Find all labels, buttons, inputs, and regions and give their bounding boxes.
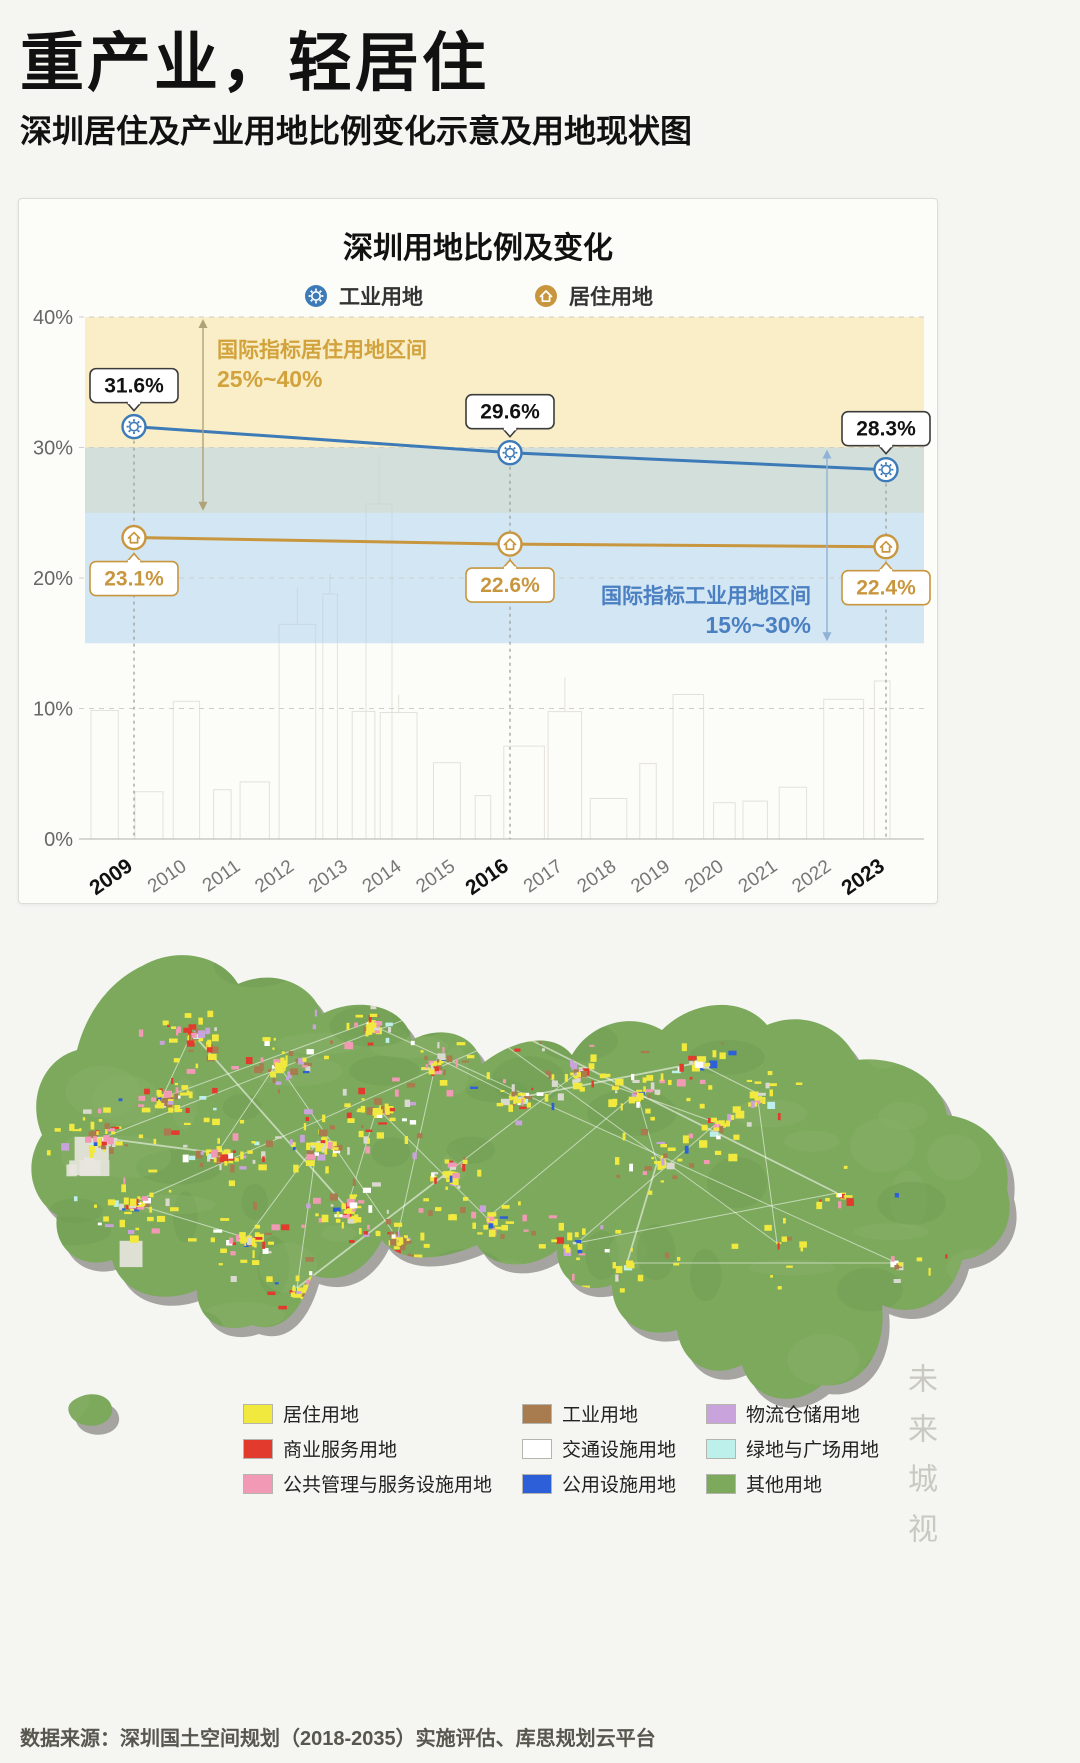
- x-tick-label: 2013: [305, 856, 352, 897]
- legend-swatch: [243, 1473, 273, 1494]
- data-label: 22.4%: [841, 561, 931, 606]
- legend-label: 物流仓储用地: [746, 1405, 861, 1426]
- data-point: [121, 413, 147, 440]
- y-tick-label: 10%: [33, 699, 73, 721]
- x-tick-label: 2020: [681, 856, 728, 897]
- map-legend-item: 公用设施用地: [522, 1470, 676, 1497]
- x-tick-label: 2014: [359, 856, 406, 898]
- data-point: [873, 533, 899, 560]
- x-tick-label: 2021: [735, 856, 782, 897]
- legend-swatch: [706, 1403, 737, 1424]
- map-legend-item: 工业用地: [522, 1400, 676, 1427]
- svg-text:31.6%: 31.6%: [104, 375, 164, 398]
- svg-text:23.1%: 23.1%: [104, 568, 164, 591]
- chart-legend-item: 工业用地: [303, 281, 423, 311]
- data-label: 22.6%: [465, 558, 555, 603]
- x-tick-label: 2018: [574, 856, 621, 897]
- band-label-residential: 国际指标居住用地区间: [217, 338, 427, 362]
- legend-label: 工业用地: [562, 1405, 639, 1426]
- chart-title: 深圳用地比例及变化: [343, 232, 613, 265]
- x-tick-label: 2010: [144, 856, 191, 897]
- legend-swatch: [243, 1438, 273, 1459]
- map-legend-item: 交通设施用地: [522, 1435, 676, 1462]
- band-range-residential: 25%~40%: [217, 366, 323, 392]
- legend-swatch: [522, 1403, 553, 1424]
- page-title: 重产业，轻居住: [20, 26, 489, 101]
- y-tick-label: 20%: [33, 568, 73, 590]
- land-ratio-line-chart: 0%10%20%30%40%2009 2010 2011 2012 2013 2014 20…: [33, 307, 931, 900]
- x-tick-label: 2015: [412, 856, 459, 897]
- x-tick-label: 2017: [520, 856, 567, 897]
- gear-icon: [305, 285, 327, 307]
- data-point: [497, 531, 523, 557]
- watermark: 未来城视: [903, 1363, 936, 1563]
- y-tick-label: 30%: [33, 438, 73, 460]
- map-legend-item: 绿地与广场用地: [706, 1435, 879, 1462]
- legend-label: 居住用地: [283, 1405, 360, 1426]
- map-legend-item: 其他用地: [706, 1470, 879, 1497]
- x-tick-label: 2012: [251, 856, 298, 897]
- legend-label: 绿地与广场用地: [746, 1440, 880, 1461]
- legend-swatch: [706, 1473, 737, 1494]
- map-legend-item: 公共管理与服务设施用地: [243, 1470, 492, 1497]
- data-label: 23.1%: [89, 552, 179, 597]
- band-label-industrial: 国际指标工业用地区间: [601, 584, 811, 608]
- legend-label: 公共管理与服务设施用地: [283, 1475, 493, 1496]
- map-legend: 居住用地商业服务用地公共管理与服务设施用地 工业用地交通设施用地 公用设施用地 物流仓…: [243, 1396, 879, 1501]
- chart-legend: 工业用地 居住用地: [19, 281, 937, 311]
- chart-card: 深圳用地比例及变化 工业用地 居住用地 0% 10% 20% 30% 40% 2009 201…: [18, 198, 938, 904]
- band-range-industrial: 15%~30%: [706, 612, 812, 638]
- legend-label: 商业服务用地: [283, 1440, 398, 1461]
- legend-swatch: [522, 1438, 553, 1459]
- legend-label: 其他用地: [746, 1475, 823, 1496]
- shenzhen-landuse-map: [31, 955, 1017, 1435]
- legend-swatch: [243, 1403, 273, 1424]
- chart-legend-item: 居住用地: [533, 281, 653, 311]
- x-tick-label: 2016: [461, 854, 512, 900]
- data-label: 28.3%: [841, 410, 931, 455]
- chart-legend-label: 居住用地: [569, 286, 653, 309]
- data-label: 29.6%: [465, 393, 555, 438]
- svg-text:22.4%: 22.4%: [856, 577, 916, 600]
- legend-label: 公用设施用地: [562, 1475, 677, 1496]
- x-tick-label: 2011: [199, 856, 245, 897]
- data-point: [497, 440, 523, 466]
- legend-swatch: [522, 1473, 553, 1494]
- map-legend-item: 居住用地: [243, 1400, 492, 1427]
- map-legend-item: 物流仓储用地: [706, 1400, 879, 1427]
- page-subtitle: 深圳居住及产业用地比例变化示意及用地现状图: [20, 113, 693, 149]
- data-point: [121, 524, 147, 551]
- data-label: 31.6%: [89, 367, 179, 412]
- x-tick-label: 2023: [837, 854, 888, 900]
- data-point: [873, 456, 899, 483]
- x-tick-label: 2022: [788, 856, 835, 897]
- svg-text:28.3%: 28.3%: [856, 418, 916, 441]
- svg-text:29.6%: 29.6%: [480, 401, 540, 424]
- legend-swatch: [706, 1438, 737, 1459]
- chart-legend-label: 工业用地: [339, 286, 423, 309]
- house-icon: [535, 285, 557, 307]
- x-tick-label: 2019: [627, 856, 674, 897]
- y-tick-label: 0%: [44, 829, 73, 851]
- data-source: 数据来源：深圳国土空间规划（2018-2035）实施评估、库思规划云平台: [20, 1728, 656, 1750]
- map-legend-item: 商业服务用地: [243, 1435, 492, 1462]
- legend-label: 交通设施用地: [562, 1440, 677, 1461]
- x-tick-label: 2009: [85, 854, 136, 900]
- y-tick-label: 40%: [33, 307, 73, 329]
- svg-text:22.6%: 22.6%: [480, 574, 540, 597]
